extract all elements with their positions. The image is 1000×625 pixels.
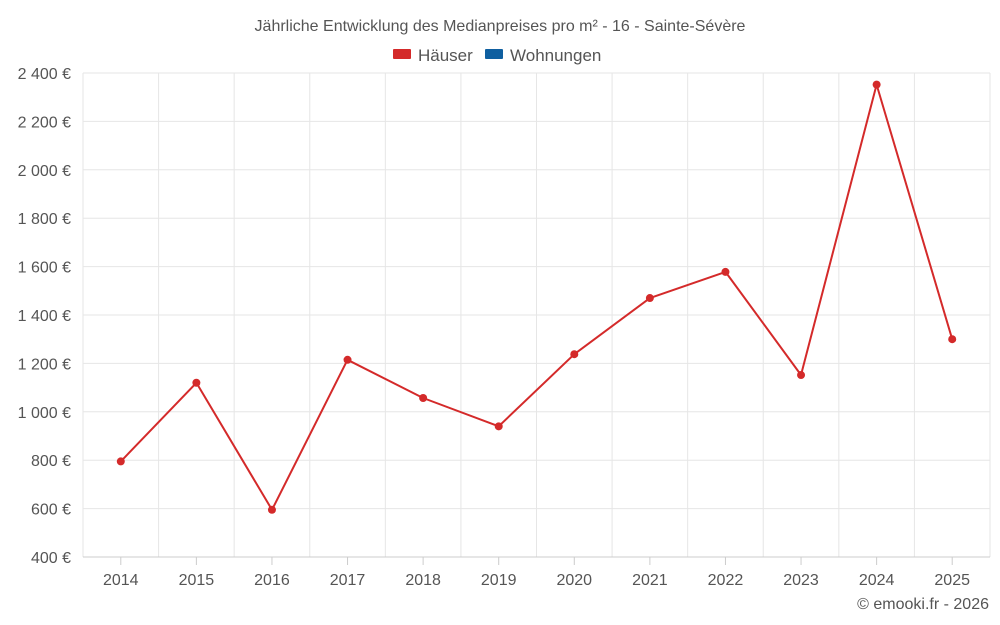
x-tick-label: 2015 (179, 572, 215, 589)
x-axis: 2014 2015 2016 2017 2018 2019 2020 2021 2022 2023… (83, 556, 990, 589)
legend-item-apartments[interactable]: Wohnungen (485, 46, 601, 65)
data-point-houses[interactable] (872, 80, 881, 89)
data-point-houses[interactable] (116, 457, 125, 466)
series-houses (116, 80, 957, 514)
legend-label-apartments: Wohnungen (510, 46, 601, 65)
y-tick-label: 1 800 € (18, 211, 71, 228)
x-tick-label: 2020 (556, 572, 592, 589)
grid (82, 72, 991, 557)
data-point-houses[interactable] (192, 378, 201, 387)
x-tick-label: 2014 (103, 572, 139, 589)
data-point-houses[interactable] (570, 350, 579, 359)
x-tick-label: 2024 (859, 572, 895, 589)
y-tick-label: 1 600 € (18, 260, 71, 277)
y-tick-label: 2 200 € (18, 114, 71, 131)
y-tick-label: 1 000 € (18, 405, 71, 422)
y-tick-label: 2 000 € (18, 163, 71, 180)
x-tick-label: 2018 (405, 572, 441, 589)
data-point-houses[interactable] (948, 335, 957, 344)
x-tick-label: 2023 (783, 572, 819, 589)
legend-swatch-houses (393, 49, 411, 59)
chart-title: Jährliche Entwicklung des Medianpreises … (255, 18, 746, 35)
data-point-houses[interactable] (419, 394, 428, 403)
x-tick-label: 2017 (330, 572, 366, 589)
x-tick-label: 2016 (254, 572, 290, 589)
data-point-houses[interactable] (721, 267, 730, 276)
y-tick-label: 800 € (31, 453, 71, 470)
x-tick-label: 2025 (934, 572, 970, 589)
data-point-houses[interactable] (494, 422, 503, 431)
y-tick-label: 400 € (31, 550, 71, 567)
y-axis: 400 € 600 € 800 € 1 000 € 1 200 € 1 400 € 1 60… (18, 66, 71, 567)
x-tick-label: 2019 (481, 572, 517, 589)
y-tick-label: 1 400 € (18, 308, 71, 325)
y-tick-label: 600 € (31, 502, 71, 519)
credit-text: © emooki.fr - 2026 (857, 596, 989, 613)
x-tick-label: 2022 (708, 572, 744, 589)
data-point-houses[interactable] (343, 355, 352, 364)
data-point-houses[interactable] (267, 505, 276, 514)
y-tick-label: 1 200 € (18, 356, 71, 373)
legend-swatch-apartments (485, 49, 503, 59)
data-point-houses[interactable] (645, 294, 654, 303)
x-tick-label: 2021 (632, 572, 668, 589)
legend-label-houses: Häuser (418, 46, 473, 65)
data-point-houses[interactable] (797, 371, 806, 380)
y-tick-label: 2 400 € (18, 66, 71, 83)
series-line-houses (120, 83, 954, 511)
legend-item-houses[interactable]: Häuser (393, 46, 473, 65)
legend: Häuser Wohnungen (393, 46, 601, 65)
